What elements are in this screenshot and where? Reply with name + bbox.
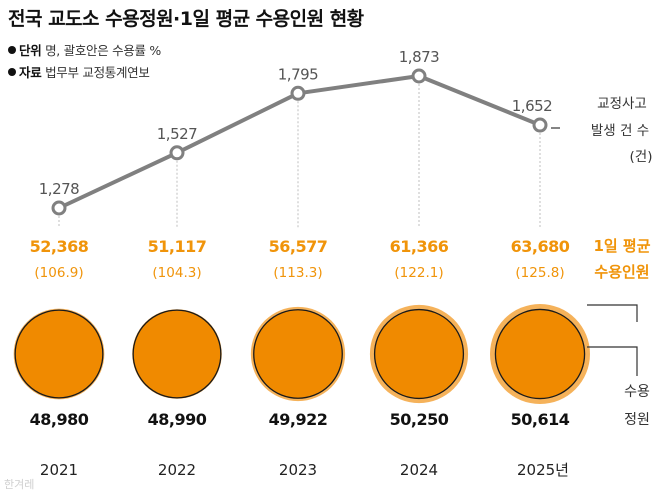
avg-value-label: 52,368	[30, 237, 89, 256]
incident-point	[169, 145, 185, 161]
capacity-value-label: 48,980	[30, 410, 89, 429]
year-label: 2021	[40, 461, 78, 479]
avg-value-label: 63,680	[511, 237, 570, 256]
source-note: 자료 법무부 교정통계연보	[8, 62, 150, 81]
incident-point	[532, 117, 548, 133]
incident-value-label: 1,652	[512, 97, 552, 115]
bullet-icon	[8, 68, 16, 76]
rate-value-label: (113.3)	[273, 265, 322, 281]
rate-value-label: (104.3)	[152, 265, 201, 281]
avg-value-label: 61,366	[390, 237, 449, 256]
capacity-circle	[253, 309, 343, 399]
rate-value-label: (125.8)	[515, 265, 564, 281]
capacity-value-label: 49,922	[269, 410, 328, 429]
incident-point	[51, 200, 67, 216]
unit-key: 단위	[19, 43, 42, 58]
rate-value-label: (122.1)	[394, 265, 443, 281]
incident-value-label: 1,795	[278, 65, 318, 83]
incident-point	[411, 68, 427, 84]
unit-note: 단위 명, 괄호안은 수용률 %	[8, 40, 161, 59]
capacity-circle	[14, 309, 104, 399]
incident-value-label: 1,527	[157, 125, 197, 143]
avg-leader-line	[587, 304, 638, 322]
capacity-legend-label: 정원	[624, 412, 650, 428]
avg-legend-label: 1일 평균	[593, 237, 650, 255]
source-text: 법무부 교정통계연보	[45, 65, 150, 80]
capacity-circle	[373, 308, 465, 400]
chart-title: 전국 교도소 수용정원·1일 평균 수용인원 현황	[8, 8, 364, 30]
avg-value-label: 51,117	[148, 237, 207, 256]
year-label: 2024	[400, 461, 438, 479]
incident-legend-label: 발생 건 수	[591, 123, 649, 139]
incident-value-label: 1,873	[399, 48, 439, 66]
capacity-value-label: 50,250	[390, 410, 449, 429]
year-label: 2025년	[517, 461, 569, 479]
incident-legend-label: (건)	[630, 149, 653, 165]
avg-legend-label: 수용인원	[594, 263, 649, 281]
capacity-leader-line	[587, 346, 638, 376]
capacity-value-label: 50,614	[511, 410, 570, 429]
capacity-circle	[494, 308, 586, 400]
source-key: 자료	[19, 65, 42, 80]
year-label: 2022	[158, 461, 196, 479]
incident-value-label: 1,278	[39, 180, 79, 198]
incident-legend-label: 교정사고	[597, 96, 647, 112]
bullet-icon	[8, 46, 16, 54]
capacity-value-label: 48,990	[148, 410, 207, 429]
avg-value-label: 56,577	[269, 237, 328, 256]
capacity-circle	[132, 309, 222, 399]
year-label: 2023	[279, 461, 317, 479]
rate-value-label: (106.9)	[34, 265, 83, 281]
unit-text: 명, 괄호안은 수용률 %	[45, 43, 161, 58]
watermark: 한겨레	[4, 478, 34, 491]
capacity-legend-label: 수용	[624, 384, 650, 400]
incident-point	[290, 85, 306, 101]
